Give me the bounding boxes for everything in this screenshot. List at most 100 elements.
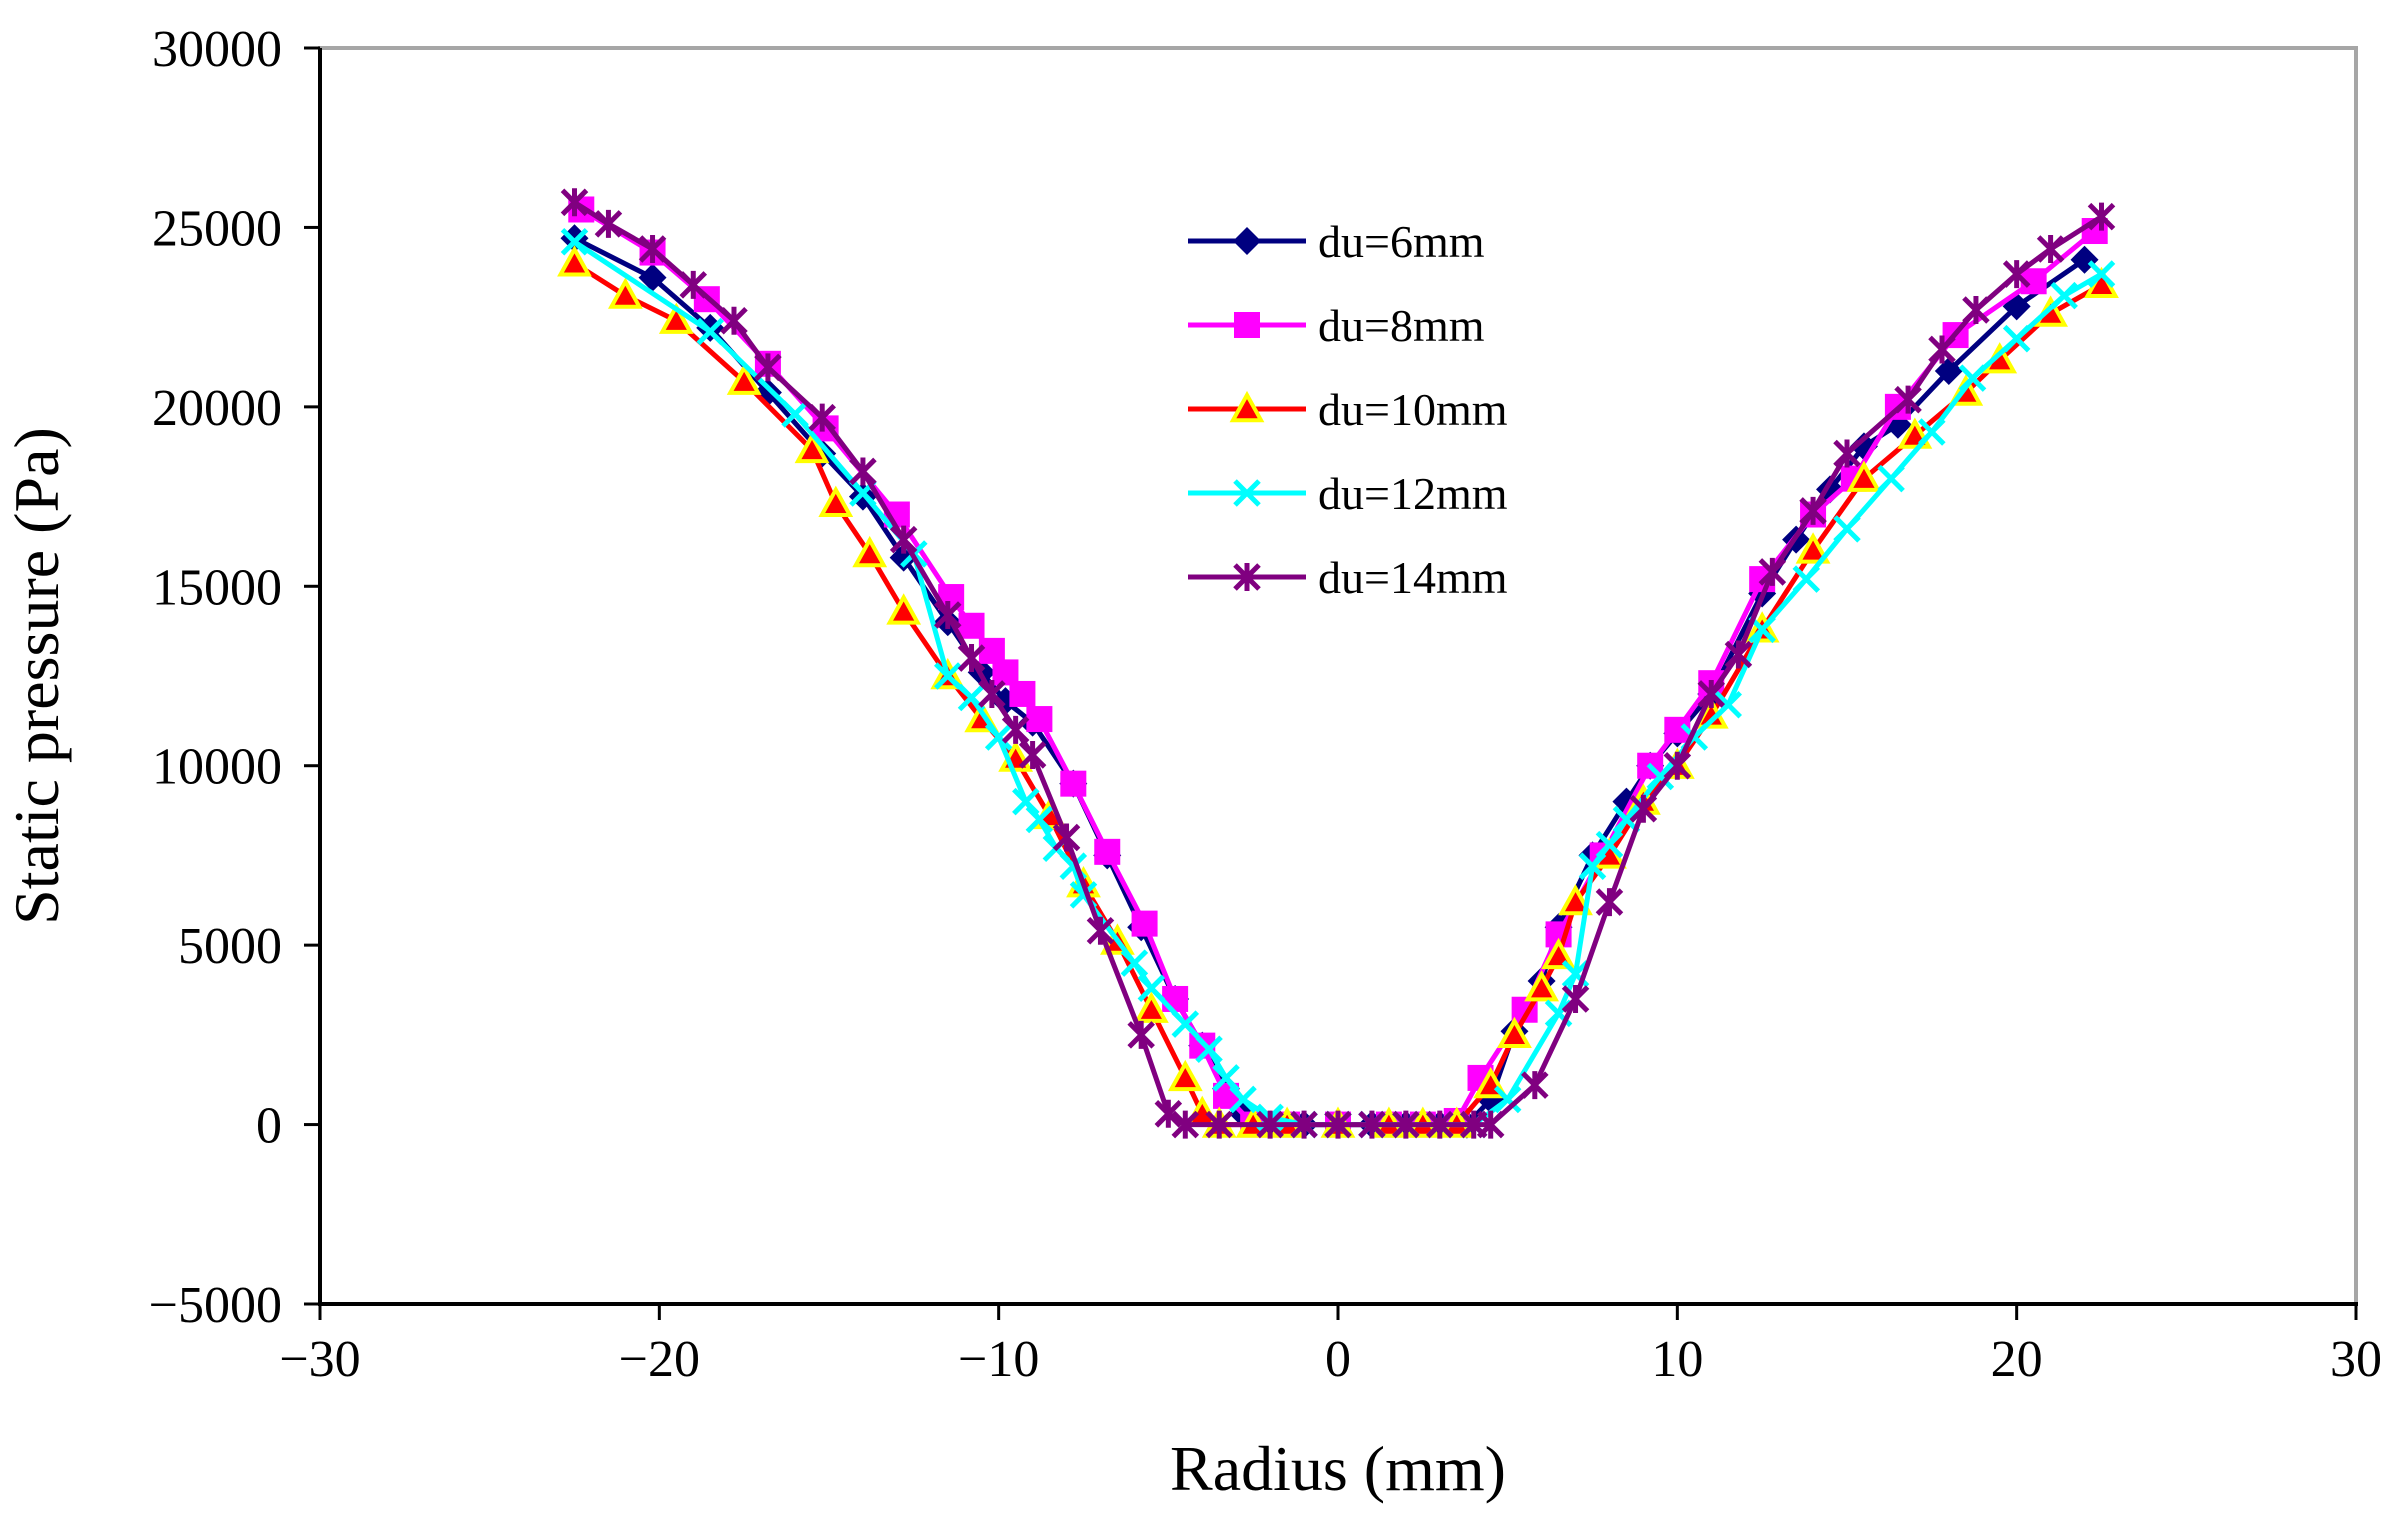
y-tick-label: 25000 — [152, 200, 282, 257]
series-line — [573, 235, 2086, 1128]
data-point — [1714, 690, 1742, 719]
data-point — [933, 662, 962, 690]
data-point — [1724, 640, 1753, 669]
data-point — [726, 363, 762, 395]
data-point — [1171, 1110, 1200, 1139]
data-point — [1958, 364, 1987, 392]
x-tick-label: −20 — [619, 1331, 700, 1388]
data-point — [2036, 234, 2065, 263]
data-point — [1120, 949, 1149, 977]
data-point — [1795, 532, 1831, 564]
data-point — [679, 270, 708, 299]
data-point — [1792, 565, 1821, 593]
data-point — [1595, 888, 1624, 917]
data-point — [889, 525, 918, 554]
y-tick-label: 15000 — [152, 559, 282, 616]
data-point — [1524, 970, 1559, 1002]
legend-item: du=6mm — [1188, 216, 1485, 267]
data-point — [1833, 439, 1861, 468]
data-point — [794, 431, 830, 464]
legend-item: du=12mm — [1188, 468, 1508, 519]
legend-marker — [1233, 479, 1261, 507]
data-point — [658, 302, 694, 334]
data-point — [1497, 1016, 1532, 1049]
data-point — [1934, 356, 1963, 385]
data-point — [1205, 1110, 1233, 1139]
data-point — [557, 245, 592, 277]
series-line — [573, 239, 2103, 1128]
legend-marker — [1234, 312, 1260, 338]
y-axis-label: Static pressure (Pa) — [1, 427, 72, 925]
data-point — [638, 263, 667, 292]
data-point — [1833, 515, 1861, 543]
legend-label: du=8mm — [1318, 300, 1485, 351]
data-point — [1133, 991, 1169, 1023]
data-point — [1558, 883, 1593, 916]
data-point — [1877, 464, 1905, 493]
data-point — [696, 317, 725, 346]
legend-label: du=12mm — [1318, 468, 1508, 519]
data-point — [1476, 1110, 1505, 1139]
data-point — [1392, 1110, 1420, 1139]
data-point — [1127, 1020, 1155, 1049]
data-point — [2087, 202, 2116, 231]
data-point — [1846, 460, 1882, 492]
legend-item: du=14mm — [1188, 552, 1508, 603]
data-point — [560, 188, 589, 217]
y-tick-label: 20000 — [152, 380, 282, 437]
data-point — [1162, 985, 1189, 1012]
legend-label: du=10mm — [1318, 384, 1508, 435]
y-tick-label: 10000 — [152, 739, 282, 796]
data-point — [1358, 1110, 1386, 1139]
data-point — [1646, 762, 1675, 791]
data-point — [1663, 751, 1692, 780]
data-point — [594, 209, 623, 238]
data-point — [1094, 838, 1121, 865]
series-du-14mm — [560, 188, 2116, 1139]
data-point — [818, 485, 854, 517]
data-point — [1154, 1099, 1183, 1128]
data-point — [608, 277, 643, 309]
series-layer — [557, 188, 2119, 1139]
data-point — [1018, 740, 1047, 769]
data-point — [984, 723, 1013, 751]
data-point — [1256, 1110, 1284, 1139]
y-tick-label: 30000 — [152, 21, 282, 78]
data-point — [2002, 324, 2031, 353]
data-point — [1629, 794, 1658, 823]
data-point — [1578, 852, 1607, 880]
legend-item: du=10mm — [1188, 384, 1508, 435]
data-point — [1561, 984, 1590, 1013]
data-point — [1052, 823, 1081, 852]
y-tick-label: 0 — [256, 1098, 282, 1155]
data-point — [1195, 1035, 1223, 1063]
data-point — [1212, 1064, 1240, 1092]
x-tick-label: 30 — [2330, 1331, 2382, 1388]
series-du-6mm — [560, 224, 2099, 1139]
data-point — [1229, 1085, 1257, 1114]
y-tick-label: 5000 — [178, 918, 282, 975]
data-point — [560, 228, 589, 256]
data-point — [1025, 805, 1054, 834]
data-point — [638, 234, 667, 263]
legend-label: du=6mm — [1318, 216, 1485, 267]
legend-label: du=14mm — [1318, 552, 1508, 603]
legend-marker — [1233, 563, 1261, 591]
data-point — [957, 644, 986, 673]
data-point — [1595, 830, 1624, 859]
x-tick-label: −10 — [958, 1331, 1039, 1388]
data-point — [1894, 385, 1922, 414]
data-point — [1758, 557, 1787, 586]
data-point — [781, 400, 809, 428]
legend-marker — [1229, 390, 1265, 423]
x-tick-label: −30 — [279, 1331, 360, 1388]
data-point — [1918, 418, 1946, 446]
data-point — [1171, 1010, 1200, 1038]
data-point — [2050, 281, 2078, 310]
data-point — [1426, 1110, 1454, 1139]
data-point — [1167, 1059, 1203, 1092]
legend: du=6mm du=8mm du=10mm du=12mm du=14mm — [1188, 216, 1508, 603]
data-point — [849, 457, 877, 486]
x-axis-label: Radius (mm) — [1170, 1433, 1506, 1504]
